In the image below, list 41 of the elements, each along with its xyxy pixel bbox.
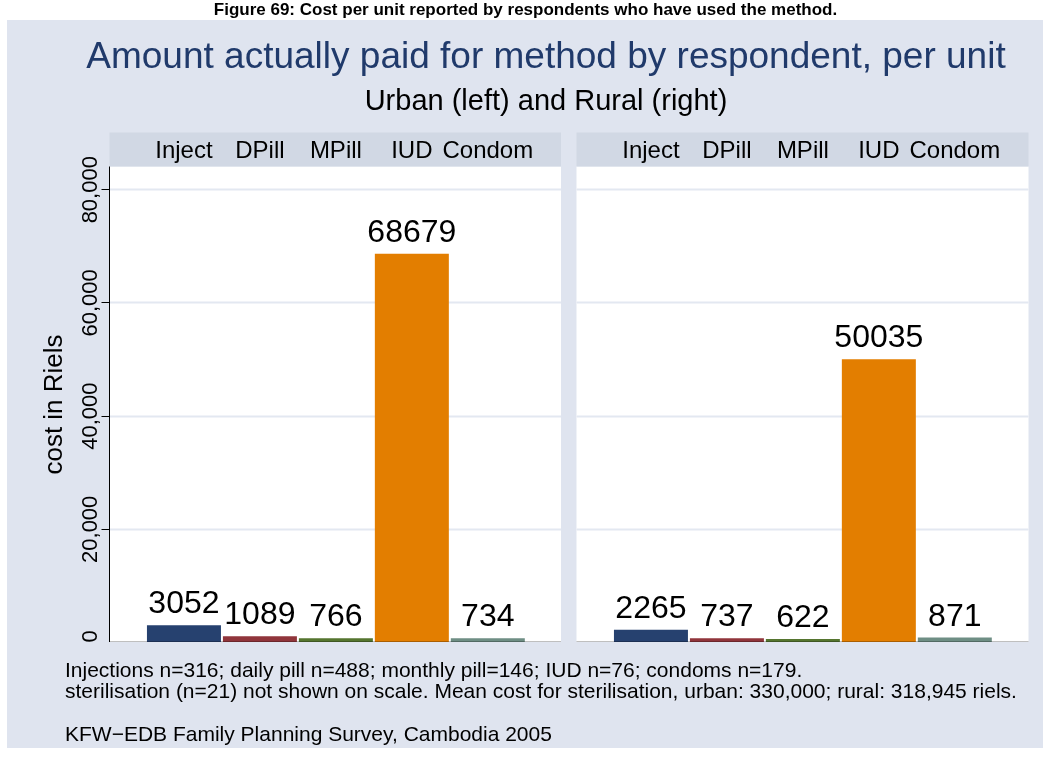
bar (917, 637, 992, 642)
chart-title: Amount actually paid for method by respondent, per unit (86, 35, 1006, 77)
y-tick-label: 80,000 (77, 156, 103, 224)
data-label: 622 (776, 597, 830, 634)
x-tick-label: DPill (235, 135, 285, 163)
data-label: 871 (928, 596, 982, 633)
chart-subtitle: Urban (left) and Rural (right) (364, 84, 728, 117)
y-tick-label: 20,000 (77, 495, 103, 563)
y-tick-label: 60,000 (77, 269, 103, 337)
x-tick-label: Inject (155, 135, 213, 163)
text: Injections n=316; daily pill n=488; monthly pill=146; IUD n=76; condoms n=179. (65, 658, 804, 681)
bar (765, 638, 840, 642)
x-tick-label: IUD (858, 135, 900, 163)
data-label: 3052 (148, 584, 220, 621)
text: KFW−EDB Family Planning Survey, Cambodia 2005 (65, 722, 553, 745)
data-label: 734 (461, 597, 515, 634)
data-label: 766 (309, 597, 363, 634)
x-tick-label: MPill (776, 135, 829, 163)
bar (841, 359, 916, 642)
data-label: 50035 (834, 318, 924, 355)
x-tick-label: MPill (309, 135, 362, 163)
bar (222, 636, 297, 642)
caption: Figure 69: Cost per unit reported by respondents who have used the method. (213, 0, 838, 20)
bar (374, 253, 449, 642)
y-tick-label: 40,000 (77, 382, 103, 450)
bar (613, 629, 688, 642)
data-label: 2265 (615, 588, 687, 625)
x-tick-label: Condom (442, 135, 534, 163)
x-tick-label: DPill (702, 135, 752, 163)
y-axis-title: cost in Riels (37, 334, 68, 475)
data-label: 68679 (367, 212, 457, 249)
bar (146, 625, 221, 642)
data-label: 737 (700, 597, 754, 634)
x-tick-label: Inject (622, 135, 680, 163)
x-tick-label: IUD (391, 135, 433, 163)
data-label: 1089 (224, 595, 296, 632)
x-tick-label: Condom (909, 135, 1001, 163)
bar (450, 638, 525, 642)
bar (689, 638, 764, 642)
bar (298, 638, 373, 642)
y-tick-label: 0 (77, 630, 103, 643)
